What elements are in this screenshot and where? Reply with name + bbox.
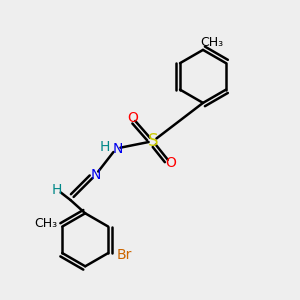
Text: O: O <box>127 111 138 124</box>
Text: N: N <box>112 142 123 155</box>
Text: O: O <box>165 156 176 170</box>
Text: S: S <box>148 132 158 150</box>
Text: CH₃: CH₃ <box>200 36 224 49</box>
Text: Br: Br <box>117 248 132 262</box>
Text: N: N <box>90 168 101 182</box>
Text: CH₃: CH₃ <box>34 217 58 230</box>
Text: H: H <box>52 183 62 197</box>
Text: H: H <box>100 140 110 154</box>
